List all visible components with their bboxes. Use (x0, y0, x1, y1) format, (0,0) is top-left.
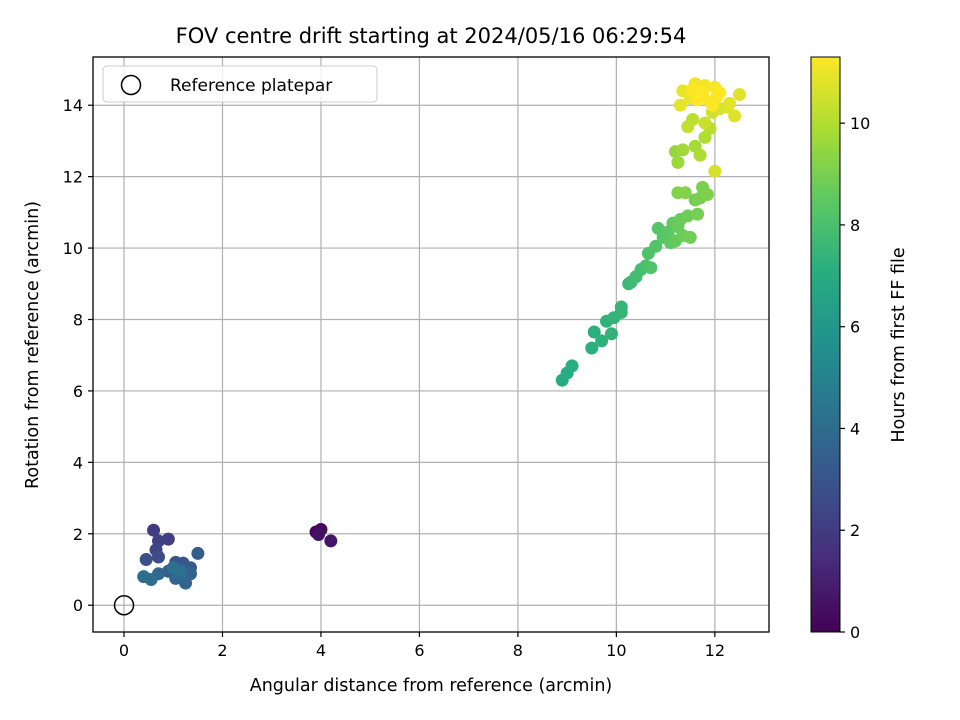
x-tick-label: 8 (513, 641, 523, 660)
colorbar-tick-label: 8 (850, 216, 860, 235)
data-point (683, 230, 697, 244)
data-point (708, 164, 722, 178)
colorbar-ticks: 0 2 4 6 8 10 (840, 114, 870, 642)
data-point (732, 88, 746, 101)
x-tick-label: 0 (119, 641, 129, 660)
data-point (166, 561, 180, 575)
x-tick-label: 12 (705, 641, 725, 660)
chart-title: FOV centre drift starting at 2024/05/16 … (176, 24, 687, 48)
y-tick-label: 0 (73, 596, 83, 615)
colorbar-tick-label: 0 (850, 623, 860, 642)
data-point (728, 109, 742, 123)
colorbar: 0 2 4 6 8 10 Hours from first FF file (810, 56, 909, 642)
data-point (676, 143, 690, 157)
data-point (713, 86, 727, 100)
data-point (681, 209, 695, 223)
x-tick-label: 6 (414, 641, 424, 660)
data-point (693, 148, 707, 162)
data-point (595, 334, 609, 348)
data-point (587, 325, 601, 339)
y-tick-label: 10 (63, 239, 83, 258)
data-point (686, 82, 700, 96)
legend-reference-icon (120, 74, 142, 96)
x-tick-label: 2 (217, 641, 227, 660)
data-point (179, 576, 193, 590)
data-point (191, 546, 205, 560)
legend-box (102, 65, 378, 103)
colorbar-tick-label: 6 (850, 318, 860, 337)
legend-label-reference: Reference platepar (170, 76, 332, 96)
data-point (698, 116, 712, 130)
data-point (673, 98, 687, 112)
data-point (681, 120, 695, 134)
y-tick-label: 2 (73, 525, 83, 544)
reference-platepar-marker (113, 594, 135, 616)
y-tick-label: 4 (73, 453, 83, 472)
data-point (671, 155, 685, 169)
data-point (649, 239, 663, 253)
data-point (311, 528, 325, 541)
data-point (691, 207, 705, 221)
data-point (604, 327, 618, 341)
legend: Reference platepar (102, 65, 378, 103)
y-axis-label: Rotation from reference (arcmin) (23, 201, 43, 489)
data-point (151, 550, 165, 564)
x-axis-ticks: 0 2 4 6 8 10 12 (119, 632, 725, 660)
x-tick-label: 10 (606, 641, 626, 660)
y-tick-label: 14 (63, 96, 83, 115)
plot-frame (92, 56, 770, 633)
data-point (700, 188, 714, 201)
colorbar-label: Hours from first FF file (889, 247, 909, 442)
y-axis-ticks: 0 2 4 6 8 10 12 14 (63, 96, 93, 615)
grid (93, 57, 769, 632)
data-point (678, 186, 692, 200)
data-point (614, 300, 628, 314)
data-point (723, 96, 737, 110)
colorbar-tick-label: 10 (850, 114, 870, 133)
x-axis-label: Angular distance from reference (arcmin) (250, 676, 613, 696)
data-point (137, 570, 151, 584)
y-tick-label: 6 (73, 382, 83, 401)
colorbar-gradient (810, 56, 841, 633)
x-tick-label: 4 (316, 641, 326, 660)
data-point (161, 532, 175, 546)
data-point (691, 93, 705, 107)
data-point (147, 523, 161, 537)
data-point (565, 359, 579, 373)
data-point (705, 98, 719, 112)
data-point (324, 534, 338, 548)
data-point (585, 341, 599, 355)
colorbar-tick-label: 4 (850, 419, 860, 438)
colorbar-tick-label: 2 (850, 521, 860, 540)
data-points (137, 77, 746, 590)
data-point (644, 261, 658, 275)
y-tick-label: 8 (73, 311, 83, 330)
y-tick-label: 12 (63, 168, 83, 187)
data-point (139, 553, 153, 566)
